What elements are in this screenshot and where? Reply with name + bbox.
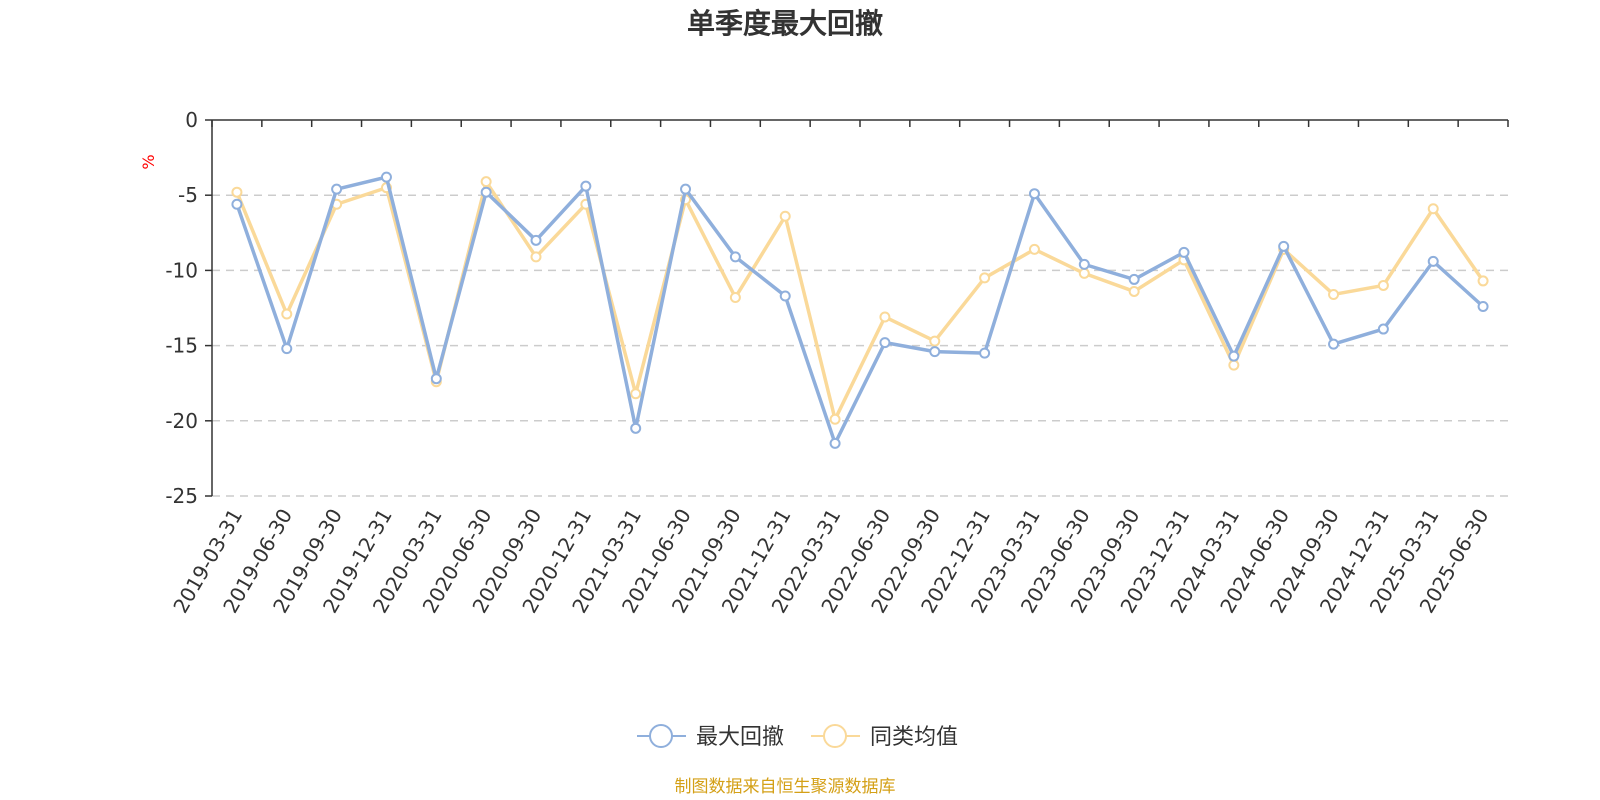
data-point[interactable]: [979, 347, 991, 359]
data-point[interactable]: [779, 290, 791, 302]
data-point[interactable]: [779, 210, 791, 222]
axes: 0-5-10-15-20-252019-03-312019-06-302019-…: [165, 108, 1509, 617]
y-unit-label: %: [139, 154, 158, 169]
data-point[interactable]: [1028, 188, 1040, 200]
y-tick-label: -15: [165, 334, 198, 358]
data-point[interactable]: [1028, 243, 1040, 255]
data-point[interactable]: [1328, 338, 1340, 350]
data-point[interactable]: [1477, 275, 1489, 287]
legend[interactable]: 最大回撤 同类均值: [637, 724, 958, 750]
data-point[interactable]: [630, 422, 642, 434]
data-point[interactable]: [580, 180, 592, 192]
data-point[interactable]: [1078, 267, 1090, 279]
y-tick-label: -5: [178, 183, 198, 207]
data-point[interactable]: [480, 186, 492, 198]
data-point[interactable]: [231, 198, 243, 210]
legend-label: 同类均值: [870, 725, 958, 750]
data-point[interactable]: [380, 171, 392, 183]
data-point[interactable]: [879, 337, 891, 349]
data-point[interactable]: [231, 186, 243, 198]
data-point[interactable]: [281, 308, 293, 320]
y-tick-label: -25: [165, 484, 198, 508]
legend-item-1[interactable]: 同类均值: [811, 724, 958, 750]
data-point[interactable]: [929, 335, 941, 347]
data-point[interactable]: [530, 251, 542, 263]
data-point[interactable]: [1228, 350, 1240, 362]
y-tick-label: -10: [165, 258, 198, 282]
data-point[interactable]: [1128, 285, 1140, 297]
data-point[interactable]: [979, 272, 991, 284]
data-point[interactable]: [1427, 255, 1439, 267]
data-point[interactable]: [1328, 288, 1340, 300]
chart-title: 单季度最大回撤: [687, 7, 883, 40]
legend-item-0[interactable]: 最大回撤: [637, 724, 784, 750]
legend-marker: [823, 724, 847, 748]
data-point[interactable]: [929, 346, 941, 358]
data-source-note: 制图数据来自恒生聚源数据库: [675, 777, 896, 797]
data-point[interactable]: [1377, 323, 1389, 335]
legend-label: 最大回撤: [696, 725, 784, 750]
data-point[interactable]: [829, 413, 841, 425]
data-point[interactable]: [281, 343, 293, 355]
data-point[interactable]: [530, 234, 542, 246]
data-point[interactable]: [1078, 258, 1090, 270]
y-tick-label: -20: [165, 409, 198, 433]
series-lines: [231, 171, 1489, 449]
data-point[interactable]: [1228, 359, 1240, 371]
data-point[interactable]: [630, 388, 642, 400]
data-point[interactable]: [1128, 273, 1140, 285]
data-point[interactable]: [430, 373, 442, 385]
data-point[interactable]: [1278, 240, 1290, 252]
data-point[interactable]: [1477, 300, 1489, 312]
data-point[interactable]: [829, 437, 841, 449]
data-point[interactable]: [480, 176, 492, 188]
legend-marker: [649, 724, 673, 748]
y-tick-label: 0: [185, 108, 198, 132]
data-point[interactable]: [680, 183, 692, 195]
data-point[interactable]: [1178, 246, 1190, 258]
series-line-0: [235, 175, 1485, 446]
series-line-1: [235, 179, 1485, 422]
data-point[interactable]: [729, 291, 741, 303]
data-point[interactable]: [879, 311, 891, 323]
data-point[interactable]: [331, 183, 343, 195]
data-point[interactable]: [1377, 279, 1389, 291]
data-point[interactable]: [729, 251, 741, 263]
grid-lines: [212, 194, 1508, 497]
data-point[interactable]: [1427, 203, 1439, 215]
